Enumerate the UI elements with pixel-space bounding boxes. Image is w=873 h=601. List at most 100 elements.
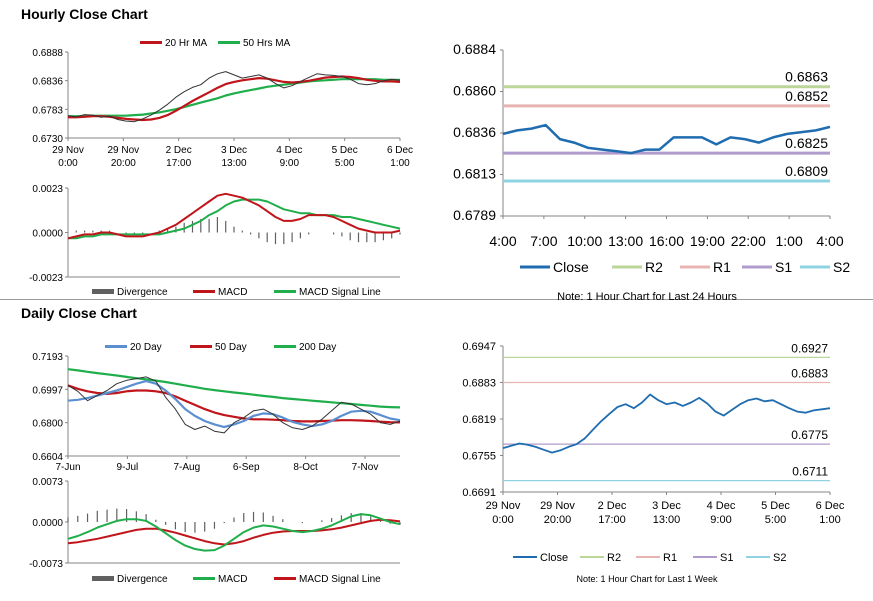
daily_week-xtick-time: 1:00 — [819, 514, 840, 526]
daily_price-xtick-label: 7-Aug — [173, 462, 200, 473]
daily_week-xtick-time: 20:00 — [544, 514, 572, 526]
daily_price-legend-label-20-day: 20 Day — [130, 342, 162, 353]
hourly_price-xtick-time: 13:00 — [221, 158, 246, 169]
hourly_24h-level-s1-label: 0.6825 — [785, 135, 828, 151]
daily_week-legend-label-r1: R1 — [663, 552, 677, 564]
hourly_macd-ytick-label: -0.0023 — [29, 273, 63, 284]
hourly_macd-ytick-label: 0.0000 — [32, 229, 63, 240]
hourly_24h-level-r1-label: 0.6852 — [785, 88, 828, 104]
hourly_macd-legend-swatch-divergence — [92, 289, 114, 294]
hourly_price-ytick-label: 0.6783 — [32, 105, 63, 116]
daily_price-ytick-label: 0.6604 — [32, 452, 63, 463]
daily_week-level-r1-label: 0.6883 — [791, 367, 828, 381]
hourly_24h-xtick-label: 10:00 — [567, 233, 602, 249]
hourly_24h-xtick-label: 4:00 — [489, 233, 516, 249]
daily_week-xtick-time: 13:00 — [653, 514, 681, 526]
daily_week-level-r2-label: 0.6927 — [791, 341, 828, 355]
hourly_price-ytick-label: 0.6836 — [32, 77, 63, 88]
hourly_price-xtick-time: 0:00 — [58, 158, 78, 169]
hourly_price-xtick-time: 20:00 — [111, 158, 136, 169]
daily_week-close-line — [502, 393, 831, 454]
hourly_price-50-hrs-ma-line — [68, 78, 400, 118]
hourly_24h-legend-label-r1: R1 — [713, 259, 731, 275]
hourly_24h-ytick-label: 0.6789 — [453, 207, 496, 223]
daily_week-legend-label-r2: R2 — [607, 552, 621, 564]
hourly_24h-close-line — [502, 123, 831, 155]
daily_price-ytick-label: 0.6800 — [32, 419, 63, 430]
daily_week-note: Note: 1 Hour Chart for Last 1 Week — [577, 574, 718, 584]
hourly_24h-legend-label-close: Close — [553, 259, 589, 275]
daily_week-xtick-date: 6 Dec — [816, 500, 845, 512]
hourly_24h-legend-label-r2: R2 — [645, 259, 663, 275]
daily_price-xtick-label: 7-Jun — [55, 462, 80, 473]
hourly_price-xtick-date: 29 Nov — [52, 145, 84, 156]
daily_price-ytick-label: 0.6997 — [32, 385, 63, 396]
hourly_price-ytick-label: 0.6730 — [32, 134, 63, 145]
daily_price-20-day-line — [67, 380, 401, 429]
daily_week-xtick-time: 9:00 — [710, 514, 731, 526]
hourly_price-legend-label-20-hr-ma: 20 Hr MA — [165, 38, 208, 49]
daily_price-xtick-label: 8-Oct — [293, 462, 318, 473]
hourly_price-legend-label-50-hrs-ma: 50 Hrs MA — [243, 38, 291, 49]
hourly_24h-xtick-label: 4:00 — [816, 233, 843, 249]
daily_week-ytick-label: 0.6947 — [462, 341, 496, 353]
daily_price-xtick-label: 9-Jul — [117, 462, 139, 473]
hourly_price-xtick-date: 29 Nov — [107, 145, 139, 156]
hourly_price-xtick-time: 17:00 — [166, 158, 191, 169]
hourly_price-xtick-date: 4 Dec — [276, 145, 302, 156]
daily_price-50-day-line — [67, 384, 401, 424]
daily_macd-legend-label-macd: MACD — [218, 574, 247, 585]
hourly_macd-macd-line — [67, 192, 401, 240]
daily_week-legend-label-s1: S1 — [720, 552, 733, 564]
daily_price-legend-label-50-day: 50 Day — [215, 342, 247, 353]
hourly_price-close-line — [67, 71, 401, 123]
daily_week-ytick-label: 0.6691 — [462, 487, 496, 499]
hourly_24h-note: Note: 1 Hour Chart for Last 24 Hours — [557, 291, 737, 303]
hourly_price-xtick-time: 5:00 — [335, 158, 355, 169]
daily_week-ytick-label: 0.6883 — [462, 378, 496, 390]
hourly_24h-xtick-label: 22:00 — [731, 233, 766, 249]
daily_week-xtick-time: 17:00 — [598, 514, 626, 526]
hourly_24h-ytick-label: 0.6860 — [453, 83, 496, 99]
hourly_24h-level-r2-label: 0.6863 — [785, 69, 828, 85]
daily_week-level-s2-label: 0.6711 — [792, 465, 828, 479]
daily_week-xtick-date: 3 Dec — [652, 500, 681, 512]
daily_week-xtick-time: 0:00 — [492, 514, 513, 526]
daily_week-ytick-label: 0.6819 — [462, 414, 496, 426]
daily_macd-macd-line — [67, 513, 401, 552]
hourly_price-xtick-date: 3 Dec — [221, 145, 247, 156]
daily_price-ytick-label: 0.7193 — [32, 352, 63, 363]
hourly_price-20-hr-ma-line — [68, 75, 401, 122]
hourly_price-xtick-date: 5 Dec — [332, 145, 358, 156]
daily_week-legend-label-close: Close — [540, 552, 568, 564]
hourly_price-xtick-time: 1:00 — [390, 158, 410, 169]
hourly_24h-ytick-label: 0.6813 — [453, 166, 496, 182]
daily_macd-ytick-label: -0.0073 — [29, 559, 63, 570]
hourly_24h-xtick-label: 19:00 — [690, 233, 725, 249]
daily_macd-macd-signal-line-line — [67, 518, 401, 546]
hourly_macd-ytick-label: 0.0023 — [32, 184, 63, 195]
daily_macd-legend-label-macd-signal-line: MACD Signal Line — [299, 574, 381, 585]
hourly_price-xtick-time: 9:00 — [280, 158, 300, 169]
daily_week-ytick-label: 0.6755 — [462, 451, 496, 463]
hourly-section-title: Hourly Close Chart — [21, 6, 148, 22]
daily_week-legend-label-s2: S2 — [773, 552, 786, 564]
hourly_24h-ytick-label: 0.6884 — [453, 41, 496, 57]
daily_price-200-day-line — [67, 368, 401, 409]
hourly_macd-macd-signal-line-line — [68, 198, 401, 240]
daily_price-xtick-label: 6-Sep — [233, 462, 260, 473]
hourly_price-xtick-date: 6 Dec — [387, 145, 413, 156]
daily_week-xtick-date: 29 Nov — [486, 500, 521, 512]
hourly_price-xtick-date: 2 Dec — [166, 145, 192, 156]
hourly_24h-ytick-label: 0.6836 — [453, 124, 496, 140]
daily_macd-legend-swatch-divergence — [92, 576, 114, 581]
daily_week-level-s1-label: 0.6775 — [791, 428, 828, 442]
daily_week-xtick-date: 29 Nov — [540, 500, 575, 512]
hourly_macd-legend-label-divergence: Divergence — [117, 287, 168, 298]
section-divider — [0, 299, 873, 300]
daily-section-title: Daily Close Chart — [21, 305, 137, 321]
daily_macd-ytick-label: 0.0000 — [32, 518, 63, 529]
hourly_macd-legend-label-macd-signal-line: MACD Signal Line — [299, 287, 381, 298]
daily_macd-legend-label-divergence: Divergence — [117, 574, 168, 585]
